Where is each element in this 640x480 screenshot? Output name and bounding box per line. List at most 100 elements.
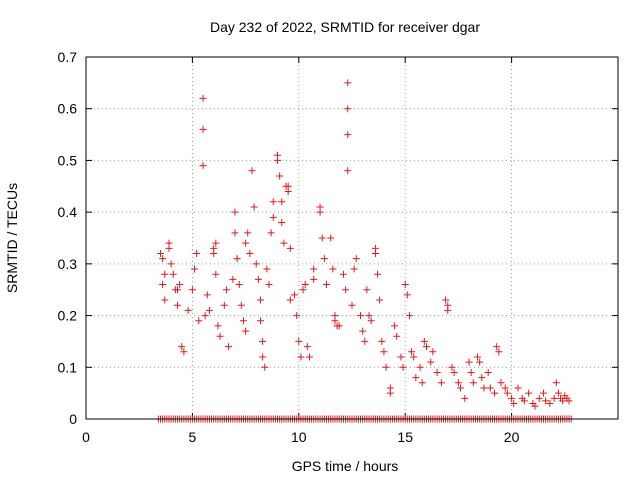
data-point (374, 270, 382, 278)
data-point (261, 363, 269, 371)
data-point (229, 275, 237, 283)
data-point (188, 286, 196, 294)
data-point (520, 397, 528, 405)
data-point (429, 348, 437, 356)
grid-lines (86, 57, 618, 419)
data-point (410, 353, 418, 361)
data-point (442, 296, 450, 304)
data-point (256, 296, 264, 304)
data-point (478, 374, 486, 382)
data-point (254, 275, 262, 283)
data-point (199, 162, 207, 170)
data-point (339, 270, 347, 278)
data-point (327, 234, 335, 242)
data-point (531, 402, 539, 410)
data-point (214, 322, 222, 330)
data-point (335, 322, 343, 330)
x-tick-label: 0 (82, 429, 90, 445)
data-point (422, 343, 430, 351)
data-point (493, 343, 501, 351)
data-point (159, 255, 167, 263)
data-point (486, 384, 494, 392)
data-point (231, 229, 239, 237)
data-point (352, 255, 360, 263)
data-point (310, 265, 318, 273)
data-point (546, 399, 554, 407)
data-point (259, 337, 267, 345)
data-point (199, 125, 207, 133)
data-point (256, 317, 264, 325)
data-point (205, 306, 213, 314)
data-point (405, 312, 413, 320)
data-point (291, 291, 299, 299)
x-axis-label: GPS time / hours (292, 458, 399, 474)
data-point (418, 379, 426, 387)
data-point (391, 322, 399, 330)
data-point (412, 374, 420, 382)
data-point (193, 250, 201, 258)
data-point (348, 301, 356, 309)
data-point (497, 379, 505, 387)
data-point (239, 317, 247, 325)
data-point (278, 198, 286, 206)
data-point (159, 281, 167, 289)
data-point (233, 255, 241, 263)
data-point (269, 198, 277, 206)
y-tick-label: 0 (69, 411, 77, 427)
data-point (420, 337, 428, 345)
x-tick-label: 15 (397, 429, 413, 445)
data-point (318, 234, 326, 242)
data-point (161, 270, 169, 278)
data-point (503, 389, 511, 397)
data-point (295, 337, 303, 345)
data-point (565, 397, 573, 405)
data-point (244, 229, 252, 237)
data-point (444, 306, 452, 314)
data-point (176, 281, 184, 289)
data-point (263, 265, 271, 273)
data-point (225, 343, 233, 351)
data-point (203, 291, 211, 299)
data-point (305, 353, 313, 361)
data-point (378, 337, 386, 345)
data-point (320, 255, 328, 263)
data-point (316, 203, 324, 211)
data-point (403, 291, 411, 299)
data-point (184, 306, 192, 314)
data-point (365, 312, 373, 320)
data-point (342, 286, 350, 294)
data-point (278, 218, 286, 226)
data-point (408, 348, 416, 356)
data-point (250, 203, 258, 211)
data-point (525, 389, 533, 397)
data-point (501, 384, 509, 392)
data-point (427, 358, 435, 366)
data-point (491, 389, 499, 397)
data-point (448, 363, 456, 371)
data-point (299, 286, 307, 294)
data-point (331, 317, 339, 325)
data-point (231, 208, 239, 216)
data-point (310, 275, 318, 283)
data-point (269, 213, 277, 221)
data-point (174, 286, 182, 294)
data-point (242, 239, 250, 247)
data-point (350, 265, 358, 273)
data-point (286, 244, 294, 252)
data-point (212, 270, 220, 278)
x-tick-label: 5 (189, 429, 197, 445)
data-point (297, 353, 305, 361)
data-point (508, 394, 516, 402)
data-point (191, 265, 199, 273)
x-tick-label: 20 (504, 429, 520, 445)
data-point (393, 332, 401, 340)
data-point (380, 348, 388, 356)
data-point (248, 167, 256, 175)
y-tick-label: 0.6 (58, 101, 78, 117)
chart-title: Day 232 of 2022, SRMTID for receiver dga… (210, 19, 480, 35)
data-point (484, 368, 492, 376)
data-point (416, 363, 424, 371)
x-tick-label: 10 (291, 429, 307, 445)
data-point (510, 399, 518, 407)
